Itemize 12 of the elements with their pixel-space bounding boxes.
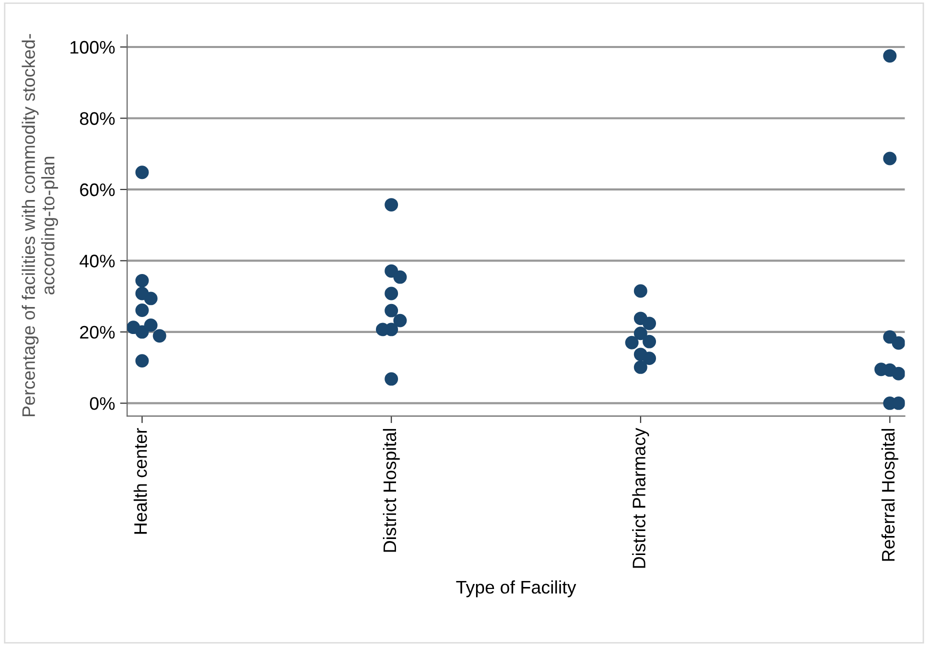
y-axis-title: Percentage of facilities with commodity stocked- according-to-plan [22, 34, 58, 416]
x-axis-title: Type of Facility [456, 580, 576, 598]
y-tick-label: 60% [80, 183, 115, 196]
y-tick-label: 80% [80, 112, 115, 125]
x-tick-label: District Pharmacy [632, 428, 650, 568]
x-tick-label: Referral Hospital [881, 429, 898, 561]
y-tick-label: 40% [80, 254, 115, 268]
x-tick-label: District Hospital [382, 429, 400, 552]
y-tick-label: 20% [80, 326, 115, 339]
y-tick-label: 100% [70, 40, 115, 54]
x-tick-label: Health center [134, 428, 147, 534]
y-tick-label: 0% [90, 397, 115, 410]
